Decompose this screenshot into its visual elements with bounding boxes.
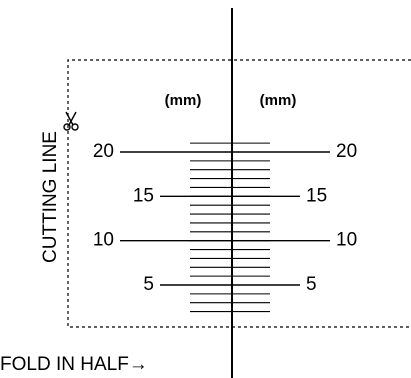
millimeter-hatch xyxy=(190,142,270,313)
scale-label-right: 20 xyxy=(336,141,357,162)
scale-label-left: 15 xyxy=(133,185,154,206)
cutting-border xyxy=(67,59,411,328)
cutting-line-label: CUTTING LINE xyxy=(40,131,61,263)
scale-label-right: 5 xyxy=(306,274,317,295)
scale-mark-10: 10 10 xyxy=(93,230,357,251)
scale-label-left: 5 xyxy=(143,274,154,295)
unit-label-left: (mm) xyxy=(165,92,202,109)
scale-label-left: 20 xyxy=(93,141,114,162)
scale-label-right: 10 xyxy=(336,230,357,251)
scissors-icon xyxy=(63,111,79,131)
scale-label-left: 10 xyxy=(93,230,114,251)
scale-mark-15: 15 15 xyxy=(133,185,327,206)
scale-label-right: 15 xyxy=(306,185,327,206)
unit-label-right: (mm) xyxy=(260,92,297,109)
fold-label: FOLD IN HALF→ xyxy=(0,354,148,375)
scale-mark-20: 20 20 xyxy=(93,141,357,162)
